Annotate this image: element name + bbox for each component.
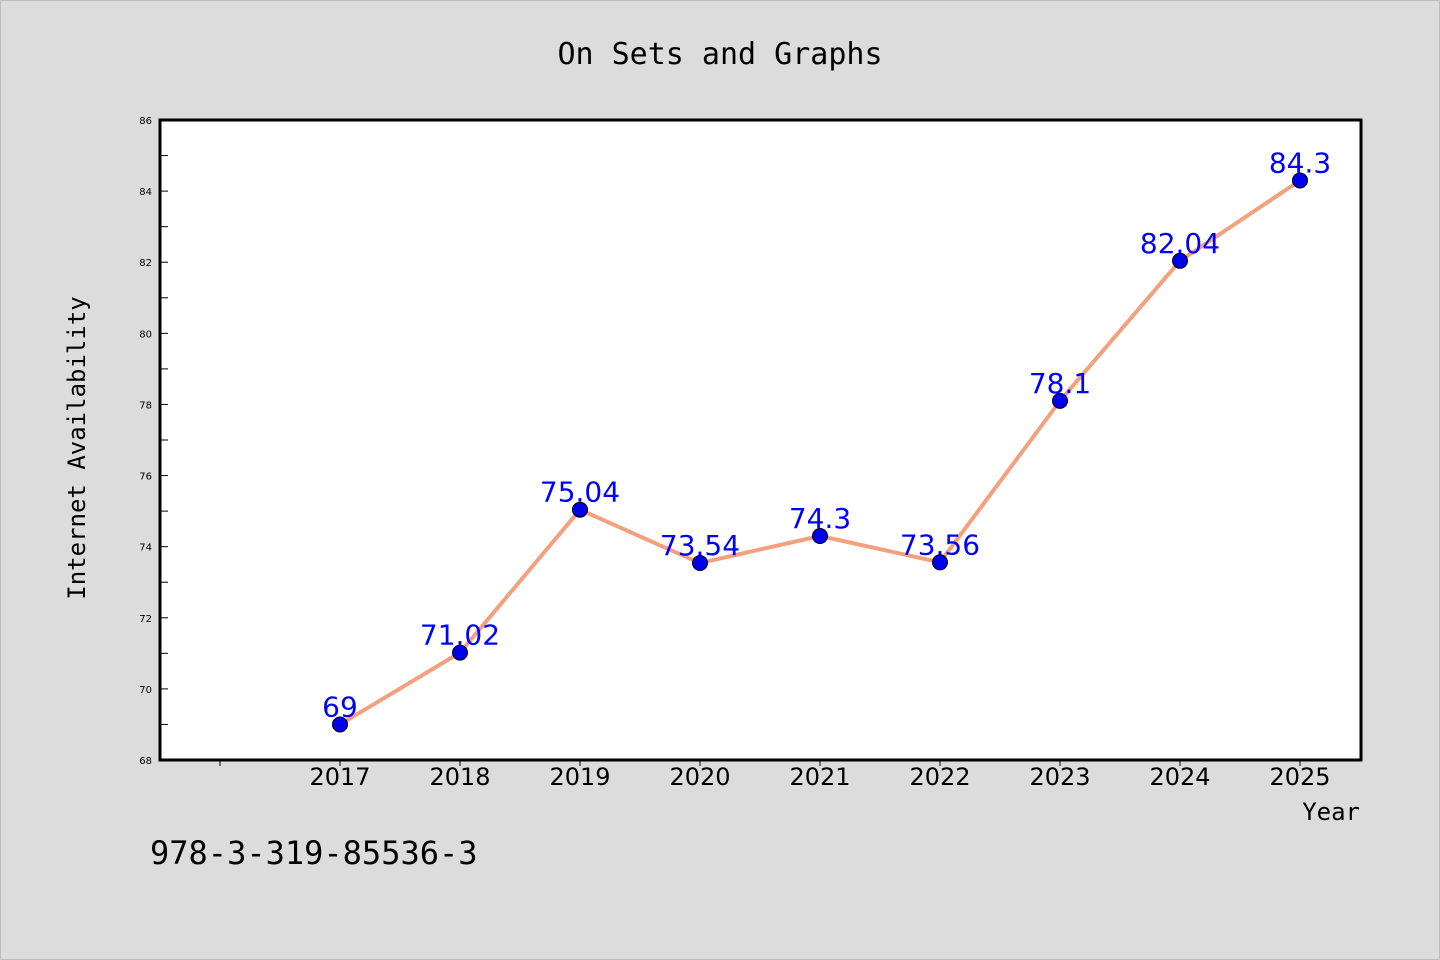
plot-area	[158, 118, 1363, 762]
data-label: 78.1	[1029, 367, 1091, 400]
y-tick-label: 68	[139, 756, 152, 767]
data-point	[572, 501, 588, 518]
x-tick-label: 2024	[1149, 763, 1210, 791]
data-label: 82.04	[1140, 227, 1220, 260]
data-point	[812, 528, 828, 544]
x-tick-label: 2023	[1029, 763, 1090, 791]
y-tick-label: 76	[139, 472, 152, 483]
data-point	[452, 644, 468, 661]
y-tick-label: 74	[139, 543, 152, 554]
y-tick-label: 80	[139, 329, 152, 340]
y-axis-label: Internet Availability	[63, 296, 91, 599]
y-tick-label: 70	[139, 685, 152, 696]
y-tick-label: 86	[139, 116, 152, 127]
x-tick-label: 2019	[549, 763, 610, 791]
data-label: 73.56	[900, 528, 980, 561]
data-label: 75.04	[540, 476, 620, 509]
data-point	[692, 555, 708, 572]
y-tick-label: 84	[139, 187, 152, 198]
y-axis: 68 70 72 74 76 78 80 82 84 86	[139, 116, 168, 767]
data-label: 69	[322, 690, 358, 723]
data-point	[1292, 172, 1308, 189]
data-point	[332, 716, 348, 733]
y-tick-label: 72	[139, 614, 152, 625]
y-tick-label: 82	[139, 258, 152, 269]
data-point	[1052, 392, 1068, 409]
data-label: 84.3	[1269, 146, 1331, 179]
series-layer: 69 71.02 75.04 73.54 74.3 73.56 78.1 82.04 84.3	[322, 146, 1331, 733]
chart-title: On Sets and Graphs	[557, 37, 882, 72]
data-label: 71.02	[420, 619, 500, 652]
x-tick-label: 2022	[909, 763, 970, 791]
x-axis: 2017 2018 2019 2020 2021 2022 2023 2024 2025	[219, 759, 1331, 791]
y-tick-label: 78	[139, 400, 152, 411]
data-point	[932, 554, 948, 571]
data-point	[1172, 252, 1188, 269]
x-axis-label: Year	[1302, 798, 1360, 826]
isbn-text: 978-3-319-85536-3	[150, 834, 478, 872]
x-tick-label: 2025	[1269, 763, 1330, 791]
x-tick-label: 2017	[309, 763, 370, 791]
x-tick-label: 2018	[429, 763, 490, 791]
data-label: 73.54	[660, 529, 740, 562]
x-tick-label: 2021	[789, 763, 850, 791]
data-label: 74.3	[789, 502, 851, 535]
x-tick-label: 2020	[669, 763, 730, 791]
